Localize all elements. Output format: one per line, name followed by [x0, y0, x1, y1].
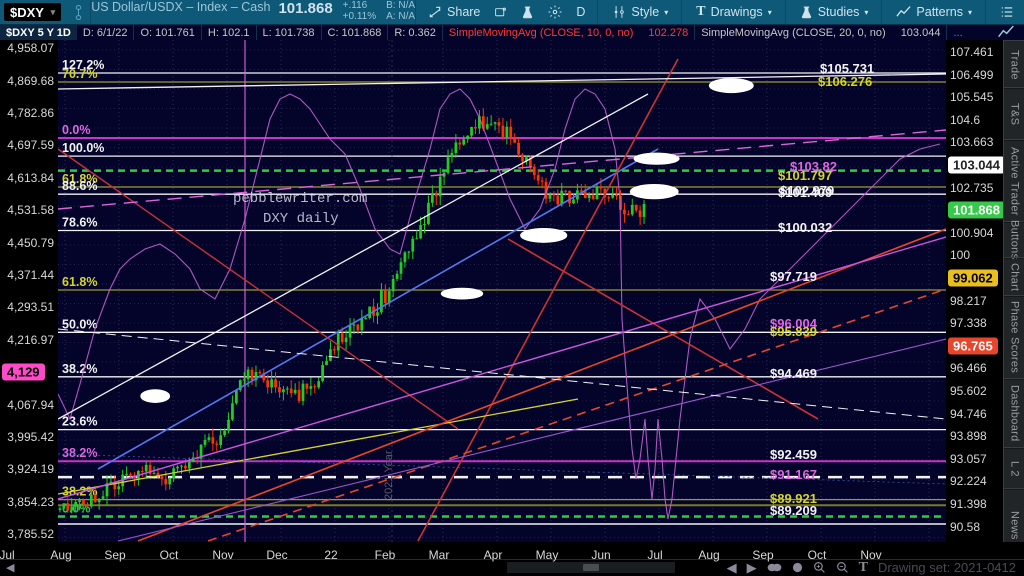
svg-text:pebblewriter.com: pebblewriter.com	[233, 191, 367, 207]
svg-text:$92.459: $92.459	[770, 447, 817, 462]
svg-text:$97.719: $97.719	[770, 269, 817, 284]
svg-text:50.0%: 50.0%	[62, 317, 97, 331]
svg-text:$94.469: $94.469	[770, 366, 817, 381]
svg-text:38.2%: 38.2%	[62, 362, 97, 376]
svg-text:78.6%: 78.6%	[62, 216, 97, 230]
svg-text:88.6%: 88.6%	[62, 179, 97, 193]
svg-text:$91.167: $91.167	[770, 467, 817, 482]
svg-text:$101.409: $101.409	[778, 185, 832, 200]
svg-text:$89.209: $89.209	[770, 503, 817, 518]
svg-text:$100.032: $100.032	[778, 220, 832, 235]
svg-text:23.6%: 23.6%	[62, 415, 97, 429]
svg-text:$101.797: $101.797	[778, 168, 832, 183]
svg-text:$95.839: $95.839	[770, 324, 817, 339]
svg-text:61.8%: 61.8%	[62, 275, 97, 289]
svg-text:70.7%: 70.7%	[62, 67, 97, 81]
svg-text:!: !	[504, 7, 505, 11]
svg-text:DXY daily: DXY daily	[263, 211, 339, 227]
svg-text:$106.276: $106.276	[818, 74, 872, 89]
svg-text:38.2%: 38.2%	[62, 446, 97, 460]
svg-text:100.0%: 100.0%	[62, 141, 104, 155]
svg-text:0.0%: 0.0%	[62, 123, 91, 137]
